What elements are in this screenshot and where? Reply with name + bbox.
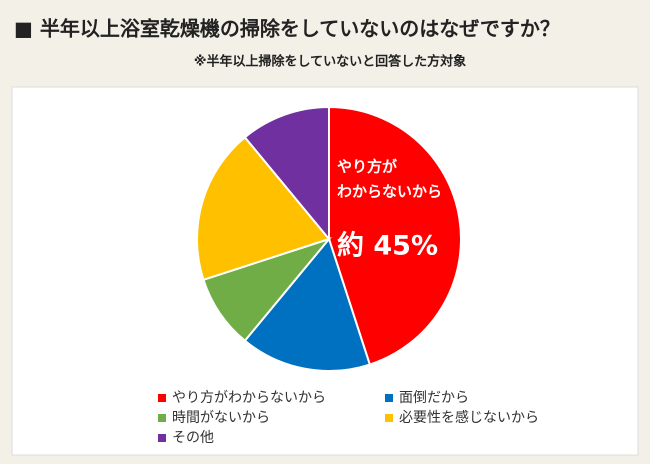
legend-swatch	[158, 414, 166, 422]
pie-slice	[328, 105, 462, 366]
pie-slice	[243, 236, 372, 372]
legend-label: やり方がわからないから	[172, 390, 326, 406]
legend-swatch	[385, 394, 393, 402]
legend-swatch	[158, 394, 166, 402]
value-label: 約 45%	[337, 230, 438, 262]
legend-label: その他	[172, 430, 214, 446]
chart-title: ■ 半年以上浴室乾燥機の掃除をしていないのはなぜですか？	[14, 17, 560, 41]
pie-slice	[243, 105, 330, 242]
legend-swatch	[385, 414, 393, 422]
slice-annotation: やり方が	[337, 158, 398, 176]
legend-label: 面倒だから	[399, 390, 469, 406]
chart-subtitle: ※半年以上掃除をしていないと回答した方対象	[194, 54, 466, 70]
legend-swatch	[158, 434, 166, 442]
pie-slice	[196, 135, 331, 282]
legend-label: 時間がないから	[172, 410, 270, 426]
legend-label: 必要性を感じないから	[399, 409, 539, 426]
slice-annotation: わからないから	[337, 183, 442, 201]
